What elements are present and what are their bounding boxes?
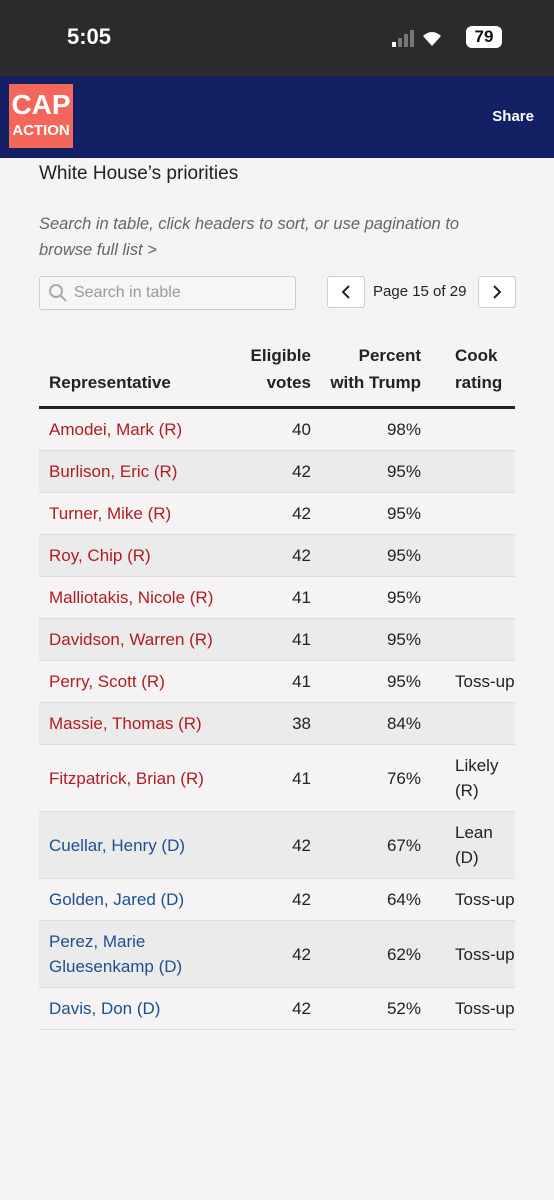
search-icon [49,284,67,302]
logo[interactable]: CAP ACTION [9,84,73,148]
table-row: Cuellar, Henry (D) 42 67% Lean (D) [39,811,515,879]
cell-cook [431,618,515,661]
table-row: Malliotakis, Nicole (R) 41 95% [39,576,515,619]
column-header[interactable]: Eligible votes [225,342,321,409]
status-bar: 5:05 79 [0,0,554,76]
cell-cook [431,534,515,577]
column-header[interactable]: Cook rating [431,342,515,409]
search-input[interactable]: Search in table [39,276,296,310]
cell-percent: 64% [321,878,431,921]
table-row: Turner, Mike (R) 42 95% [39,492,515,535]
cell-name[interactable]: Fitzpatrick, Brian (R) [39,744,225,812]
cell-name[interactable]: Roy, Chip (R) [39,534,225,577]
cell-name[interactable]: Golden, Jared (D) [39,878,225,921]
cell-percent: 52% [321,987,431,1030]
cell-cook [431,492,515,535]
table-row: Roy, Chip (R) 42 95% [39,534,515,577]
cell-cook: Toss-up [431,987,515,1030]
table-row: Perry, Scott (R) 41 95% Toss-up [39,660,515,703]
status-icons [392,30,441,47]
table-row: Amodei, Mark (R) 40 98% [39,407,515,451]
cell-cook: Lean (D) [431,811,515,879]
page-indicator: Page 15 of 29 [373,283,467,300]
cell-name[interactable]: Burlison, Eric (R) [39,450,225,493]
cell-percent: 95% [321,534,431,577]
votes-table: Representative Eligible votes Percent with… [39,342,515,1030]
cell-votes: 41 [225,660,321,703]
cell-votes: 41 [225,576,321,619]
cell-cook: Likely (R) [431,744,515,812]
table-row: Davidson, Warren (R) 41 95% [39,618,515,661]
cell-name[interactable]: Davidson, Warren (R) [39,618,225,661]
cell-votes: 42 [225,450,321,493]
cell-votes: 42 [225,987,321,1030]
cell-percent: 62% [321,920,431,988]
cell-cook: Toss-up [431,878,515,921]
share-button[interactable]: Share [492,108,534,125]
cell-cook: Toss-up [431,920,515,988]
battery: 79 [466,26,502,48]
cell-name[interactable]: Perez, Marie Gluesenkamp (D) [39,920,225,988]
cell-name[interactable]: Amodei, Mark (R) [39,407,225,451]
cell-cook [431,407,515,451]
cell-cook: Toss-up [431,660,515,703]
cell-percent: 95% [321,450,431,493]
cell-votes: 41 [225,618,321,661]
cell-percent: 95% [321,618,431,661]
cell-votes: 42 [225,811,321,879]
table-row: Burlison, Eric (R) 42 95% [39,450,515,493]
cell-votes: 42 [225,920,321,988]
cell-cook [431,702,515,745]
cell-votes: 42 [225,534,321,577]
cell-name[interactable]: Malliotakis, Nicole (R) [39,576,225,619]
cell-percent: 76% [321,744,431,812]
cell-name[interactable]: Massie, Thomas (R) [39,702,225,745]
prev-page[interactable] [327,276,365,308]
table-row: Perez, Marie Gluesenkamp (D) 42 62% Toss-up [39,920,515,988]
site-header: CAP ACTION Share [0,76,554,158]
logo-bottom: ACTION [12,122,70,139]
clock: 5:05 [67,24,112,49]
cell-votes: 38 [225,702,321,745]
search-placeholder: Search in table [74,284,181,301]
column-header[interactable]: Representative [39,342,225,409]
cell-percent: 84% [321,702,431,745]
cell-votes: 42 [225,878,321,921]
cell-cook [431,450,515,493]
cell-percent: 95% [321,576,431,619]
cell-votes: 42 [225,492,321,535]
table-row: Massie, Thomas (R) 38 84% [39,702,515,745]
column-header[interactable]: Percent with Trump [321,342,431,409]
table-row: Golden, Jared (D) 42 64% Toss-up [39,878,515,921]
cell-votes: 40 [225,407,321,451]
table-row: Davis, Don (D) 42 52% Toss-up [39,987,515,1030]
cell-name[interactable]: Perry, Scott (R) [39,660,225,703]
logo-top: CAP [11,89,71,120]
intro-text: White House’s priorities [39,163,239,184]
cell-name[interactable]: Davis, Don (D) [39,987,225,1030]
cell-percent: 67% [321,811,431,879]
next-page[interactable] [478,276,516,308]
cell-percent: 95% [321,660,431,703]
cell-name[interactable]: Cuellar, Henry (D) [39,811,225,879]
cell-percent: 98% [321,407,431,451]
cell-votes: 41 [225,744,321,812]
table-row: Fitzpatrick, Brian (R) 41 76% Likely (R) [39,744,515,812]
instructions: Search in table, click headers to sort, … [39,215,460,259]
cell-cook [431,576,515,619]
cell-name[interactable]: Turner, Mike (R) [39,492,225,535]
cell-percent: 95% [321,492,431,535]
